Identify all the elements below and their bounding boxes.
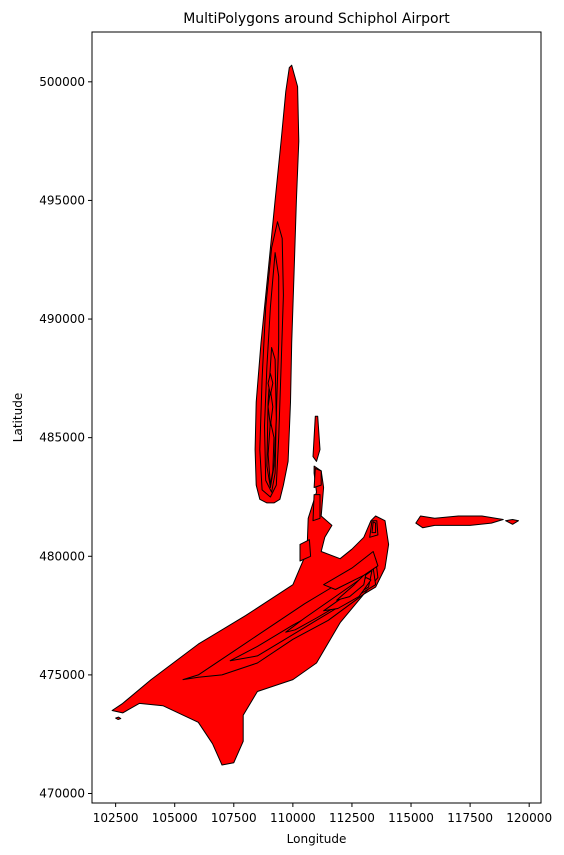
polygon-main-plume-ring-8: [371, 521, 377, 534]
polygon-main-plume-ring-11: [313, 468, 322, 488]
x-tick-label: 115000: [388, 811, 434, 825]
polygon-main-plume-ring-0: [111, 465, 390, 766]
y-tick-label: 475000: [39, 668, 85, 682]
y-axis: 470000 475000 480000 485000 490000 495000 5000…: [39, 75, 92, 801]
polygon-main-plume-ring-3: [285, 570, 373, 633]
x-tick-label: 112500: [329, 811, 375, 825]
x-axis: 102500 105000 107500 110000 112500 115000 1175…: [93, 803, 552, 825]
chart-title: MultiPolygons around Schiphol Airport: [183, 11, 450, 27]
polygon-east-plume-ring-1: [505, 519, 519, 525]
polygon-main-plume-ring-9: [299, 539, 312, 562]
x-tick-label: 105000: [152, 811, 198, 825]
x-tick-label: 110000: [270, 811, 316, 825]
polygon-main-plume-ring-2: [229, 567, 377, 662]
polygon-north-plume-ring-4: [267, 420, 275, 486]
x-tick-label: 107500: [211, 811, 257, 825]
y-tick-label: 470000: [39, 787, 85, 801]
polygon-main-plume-ring-5: [336, 572, 367, 601]
polygon-speck-ring-0: [115, 716, 122, 720]
polygon-east-plume-ring-0: [415, 515, 504, 529]
polygon-layer: [111, 64, 519, 766]
y-axis-label: Latitude: [11, 393, 25, 442]
x-axis-label: Longitude: [287, 832, 347, 846]
y-tick-label: 495000: [39, 193, 85, 207]
y-tick-label: 490000: [39, 312, 85, 326]
polygon-north-plume-ring-6: [267, 373, 274, 396]
y-tick-label: 500000: [39, 75, 85, 89]
polygon-main-plume-ring-12: [312, 415, 321, 462]
axes-frame: [91, 31, 542, 804]
polygon-main-plume-ring-10: [312, 494, 321, 522]
x-tick-label: 120000: [506, 811, 552, 825]
y-tick-label: 480000: [39, 549, 85, 563]
y-tick-label: 485000: [39, 431, 85, 445]
polygon-main-plume-ring-6: [323, 551, 379, 590]
x-tick-label: 102500: [93, 811, 139, 825]
x-tick-label: 117500: [447, 811, 493, 825]
